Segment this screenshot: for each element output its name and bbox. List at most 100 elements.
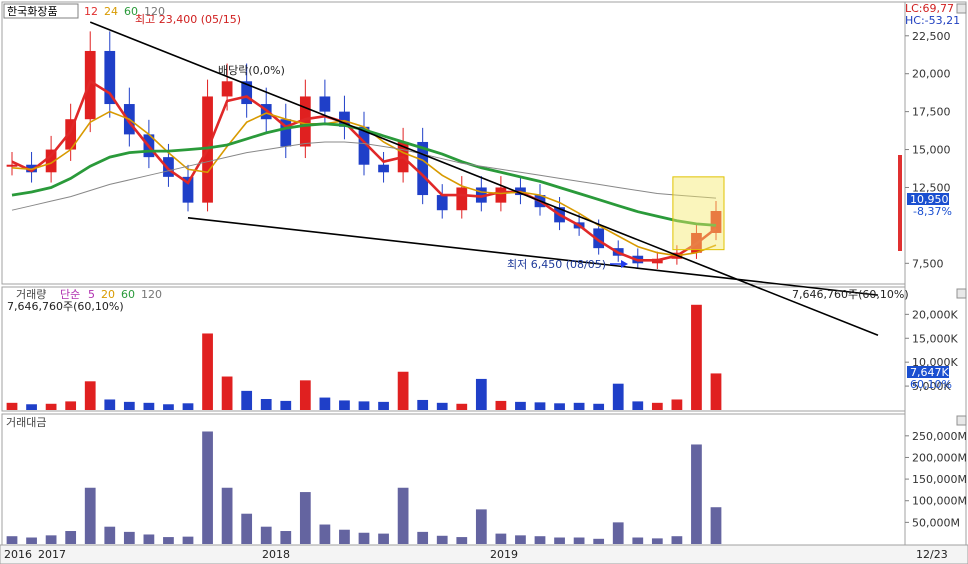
- amount-bar-10: [202, 431, 213, 544]
- volume-bar-16: [319, 397, 331, 410]
- volume-bar-19: [378, 401, 389, 410]
- amount-tick-label-3: 100,000M: [912, 495, 967, 508]
- amount-bar-20: [397, 487, 409, 544]
- high-annotation: 최고 23,400 (05/15): [135, 13, 241, 26]
- ma-label-3: 120: [144, 5, 165, 18]
- candle-body-23: [456, 187, 468, 211]
- amount-bar-3: [65, 531, 77, 544]
- amount-bar-15: [299, 492, 311, 544]
- amount-panel-button[interactable]: [956, 415, 967, 426]
- volume-bar-29: [573, 402, 585, 410]
- price-badge-text: 10,950: [910, 193, 949, 206]
- price-range-bar: [898, 155, 902, 251]
- candle-body-17: [339, 111, 350, 127]
- volume-bar-33: [651, 402, 663, 410]
- volume-bar-21: [417, 399, 429, 410]
- amount-bar-11: [221, 487, 233, 544]
- ma-legend: 12 24 60 120: [84, 5, 165, 18]
- candle-body-30: [593, 228, 605, 249]
- volume-bar-22: [436, 402, 448, 410]
- volume-tick-label-0: 20,000K: [912, 308, 958, 321]
- amount-bar-1: [26, 537, 37, 544]
- ma-line-60: [11, 122, 717, 227]
- volume-ma-legend: 5 20 60 120: [88, 288, 162, 301]
- candle-body-14: [280, 119, 292, 147]
- dividend-annotation: 배당락(0,0%): [218, 64, 285, 77]
- volume-tick-label-2: 10,000K: [912, 356, 958, 369]
- volume-bar-0: [6, 402, 18, 410]
- stock-name-box[interactable]: [3, 3, 79, 19]
- volume-bar-15: [299, 380, 311, 410]
- amount-bar-17: [339, 529, 350, 544]
- amount-bar-24: [475, 509, 487, 544]
- candle-body-12: [241, 81, 253, 105]
- volume-bar-36: [710, 373, 722, 410]
- amount-bar-32: [632, 537, 644, 544]
- amount-bar-23: [456, 537, 468, 544]
- amount-bar-19: [378, 533, 389, 544]
- volume-bar-27: [534, 402, 546, 410]
- candle-body-2: [45, 149, 57, 173]
- stock-name: 한국화장품: [7, 5, 58, 18]
- trendline-0: [89, 21, 879, 337]
- price-tick-label-0: 22,500: [912, 30, 951, 43]
- volume-bar-1: [26, 404, 37, 410]
- x-label-2016: 2016: [4, 548, 32, 561]
- price-tick-label-4: 12,500: [912, 181, 951, 194]
- volume-badge-pct: 60,10%: [910, 378, 952, 391]
- volume-bar-2: [45, 403, 57, 410]
- volume-bar-28: [554, 403, 565, 410]
- volume-readout-left: 7,646,760주(60,10%): [7, 300, 124, 313]
- volume-bar-10: [202, 333, 213, 410]
- amount-bar-4: [84, 487, 96, 544]
- volume-tick-label-3: 5,000K: [912, 380, 951, 393]
- volume-bar-23: [456, 403, 468, 410]
- amount-bar-14: [280, 531, 292, 544]
- volume-bar-3: [65, 401, 77, 410]
- x-label-2017: 2017: [38, 548, 66, 561]
- candle-body-19: [378, 164, 389, 173]
- volume-bar-7: [143, 402, 155, 410]
- amount-tick-label-1: 200,000M: [912, 451, 967, 464]
- volume-ma-label-1: 20: [101, 288, 115, 301]
- change-badge-text: -8,37%: [913, 205, 952, 218]
- price-badge: [907, 193, 949, 205]
- volume-bar-25: [495, 400, 507, 410]
- candle-body-22: [436, 195, 448, 211]
- x-label-2019: 2019: [490, 548, 518, 561]
- price-panel-button[interactable]: [956, 3, 967, 14]
- candle-body-11: [221, 81, 233, 97]
- highlight-box: [672, 176, 725, 251]
- volume-ma-label-0: 5: [88, 288, 95, 301]
- volume-ma-label: 단순: [60, 288, 80, 301]
- candle-body-24: [475, 187, 487, 203]
- volume-bar-4: [84, 381, 96, 410]
- candle-body-16: [319, 96, 331, 112]
- volume-badge-text: 7,647K: [910, 366, 949, 379]
- candle-body-36: [710, 210, 722, 233]
- candle-body-9: [182, 176, 194, 203]
- amount-bar-36: [710, 507, 722, 544]
- candle-body-18: [358, 126, 370, 165]
- volume-badge: [907, 366, 949, 378]
- volume-bar-12: [241, 390, 253, 410]
- amount-bar-8: [163, 537, 174, 544]
- volume-bar-35: [691, 304, 702, 410]
- amount-bar-26: [515, 535, 526, 544]
- candle-body-15: [299, 96, 311, 147]
- amount-bar-18: [358, 532, 370, 544]
- low-arrow: [610, 260, 628, 268]
- candle-body-0: [6, 164, 18, 167]
- amount-bar-0: [6, 536, 18, 544]
- amount-tick-label-2: 150,000M: [912, 473, 967, 486]
- volume-tick-label-1: 15,000K: [912, 332, 958, 345]
- volume-bar-34: [671, 399, 683, 410]
- candle-body-25: [495, 187, 507, 203]
- chart-marks: [6, 21, 879, 544]
- amount-title: 거래대금: [6, 416, 46, 429]
- volume-bar-13: [260, 399, 272, 410]
- volume-panel-button[interactable]: [956, 288, 967, 299]
- amount-bar-7: [143, 534, 155, 544]
- candle-body-3: [65, 119, 77, 150]
